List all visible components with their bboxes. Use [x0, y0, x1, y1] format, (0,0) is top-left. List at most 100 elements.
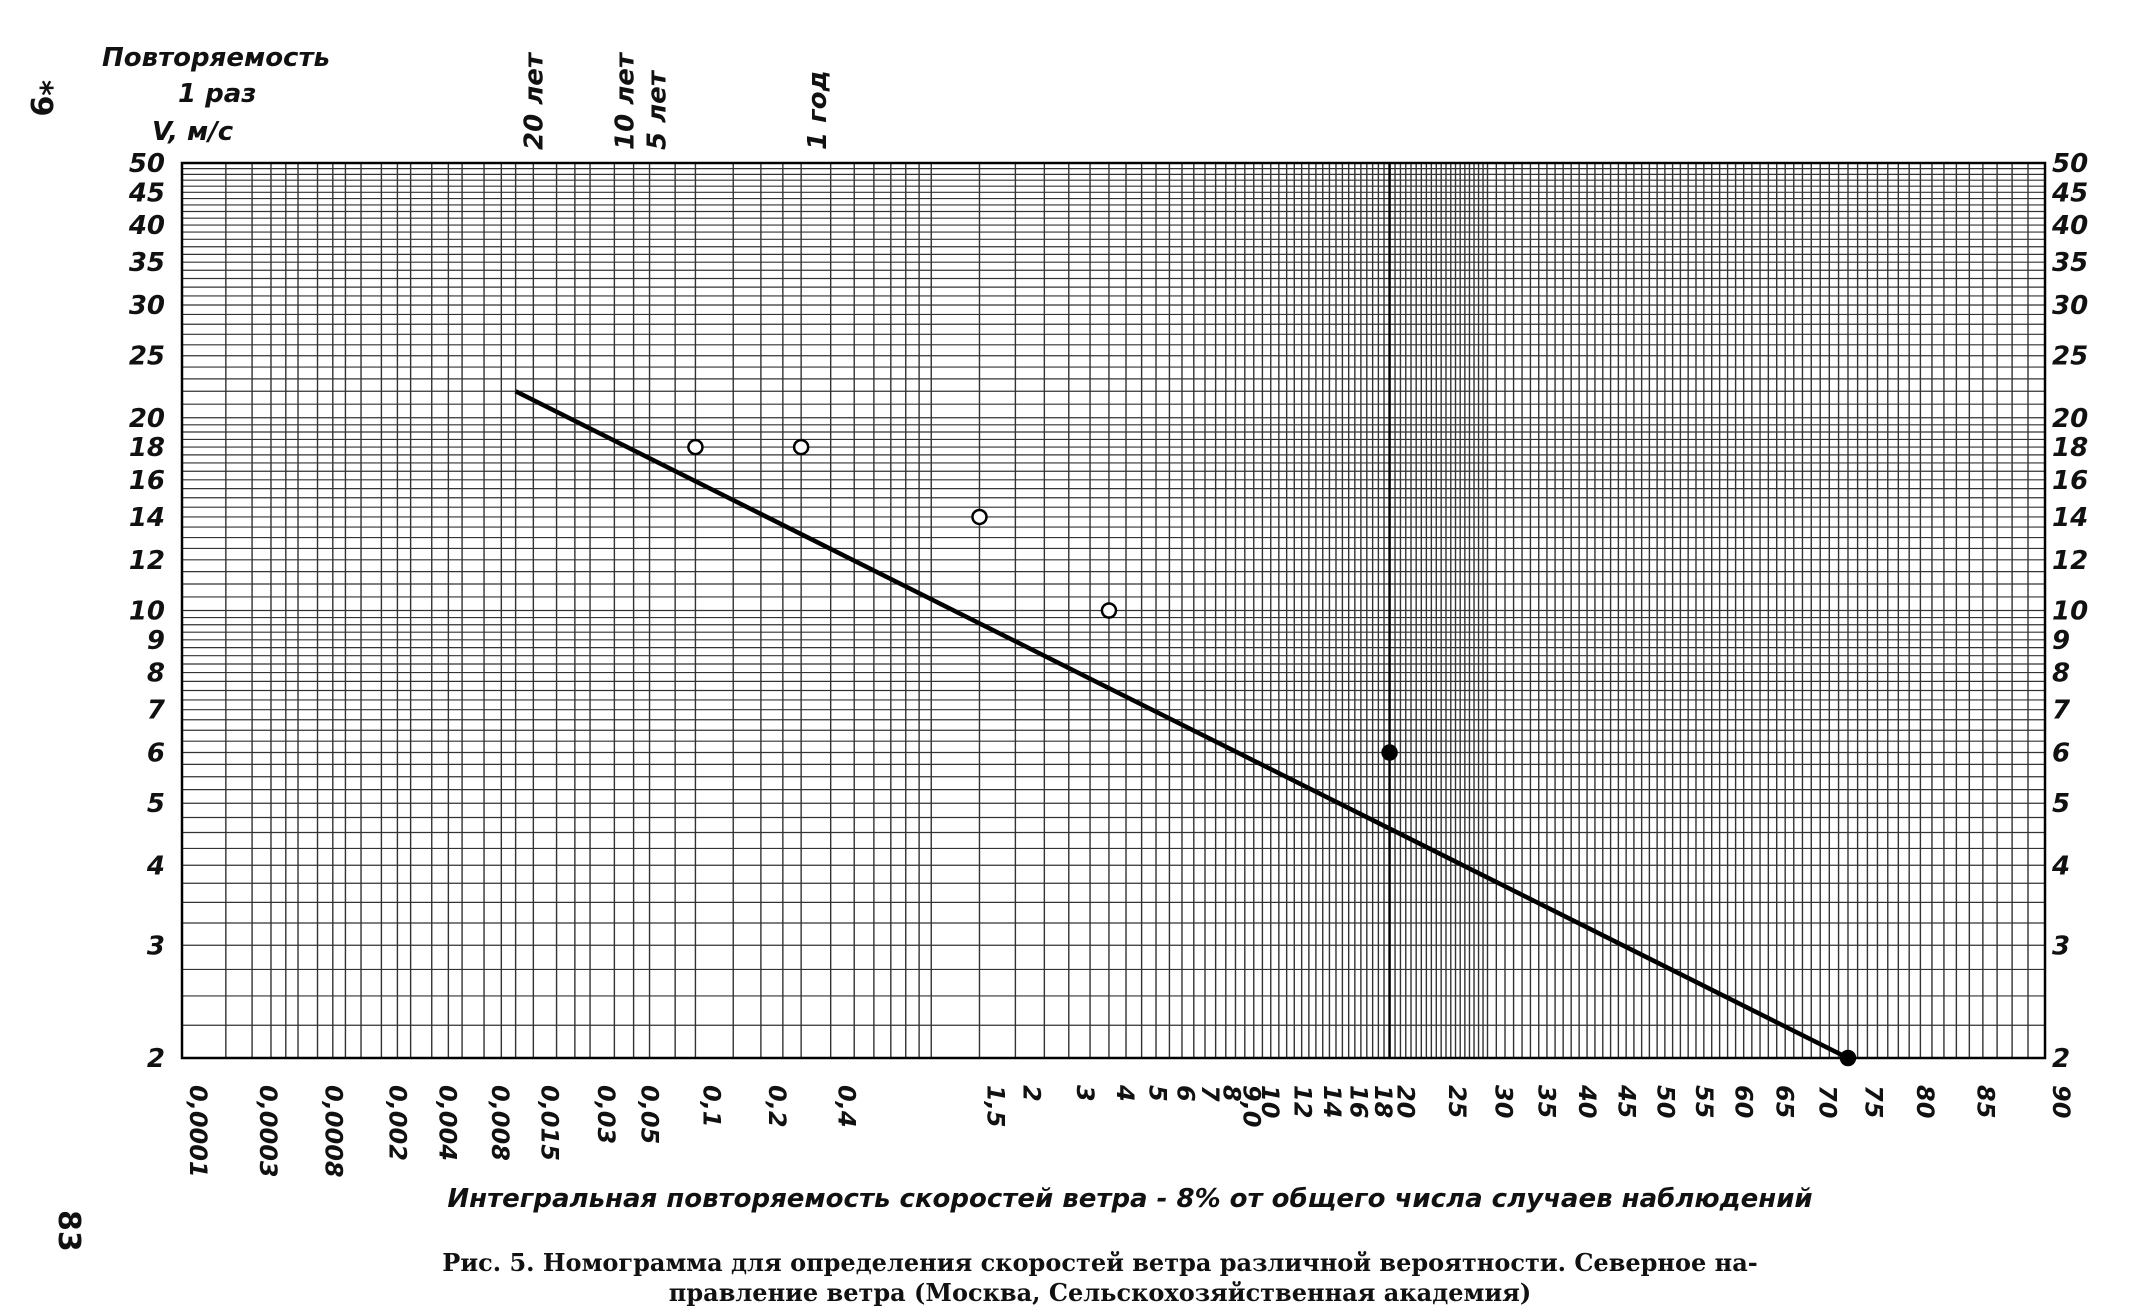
- x-tick-label: 70: [1813, 1085, 1841, 1118]
- y-tick-label-right: 8: [2052, 659, 2070, 689]
- y-tick-label-right: 6: [2052, 739, 2070, 769]
- x-tick-label: 4: [1111, 1084, 1139, 1102]
- return-period-label: 5 лет: [643, 69, 673, 150]
- x-tick-label: 16: [1344, 1085, 1372, 1118]
- x-tick-label: 0,008: [486, 1085, 514, 1161]
- y-tick-label-right: 35: [2052, 248, 2088, 278]
- x-tick-label: 0,0001: [184, 1085, 212, 1178]
- x-tick-label: 2: [1017, 1085, 1045, 1102]
- y-tick-label-right: 45: [2051, 178, 2088, 208]
- y-tick-label-left: 12: [129, 546, 165, 576]
- x-tick-label: 0,0008: [320, 1085, 348, 1178]
- return-period-label: 10 лет: [610, 51, 640, 150]
- y-tick-label-right: 18: [2052, 433, 2088, 463]
- x-tick-label: 10: [1256, 1085, 1284, 1118]
- y-tick-label-left: 20: [129, 404, 165, 434]
- fitted-line: [514, 389, 1849, 1061]
- x-tick-label: 0,015: [535, 1085, 563, 1161]
- x-tick-label: 12: [1289, 1085, 1317, 1118]
- y-axis-title: V, м/с: [152, 117, 234, 147]
- observed-point-open: [792, 438, 810, 456]
- x-tick-label: 0,0003: [254, 1085, 282, 1178]
- y-tick-label-right: 9: [2052, 626, 2070, 656]
- x-tick-label: 90: [2047, 1085, 2075, 1118]
- y-tick-label-left: 4: [146, 851, 165, 881]
- y-tick-label-right: 4: [2051, 851, 2070, 881]
- x-tick-label: 3: [1071, 1085, 1099, 1102]
- x-tick-label: 45: [1613, 1084, 1641, 1118]
- observed-point-filled: [1839, 1049, 1857, 1067]
- y-tick-label-left: 2: [147, 1044, 165, 1074]
- x-tick-label: 0,03: [592, 1085, 620, 1144]
- x-tick-label: 50: [1651, 1085, 1679, 1118]
- y-tick-label-right: 25: [2052, 342, 2088, 372]
- series-layer: [514, 389, 1857, 1067]
- observed-point-open: [1100, 602, 1118, 619]
- x-tick-label: 0,05: [636, 1085, 664, 1144]
- y-tick-label-left: 14: [129, 503, 165, 533]
- return-period-label: 20 лет: [519, 51, 549, 150]
- horizontal-grid: [182, 162, 2045, 1059]
- x-tick-label: 30: [1490, 1085, 1518, 1118]
- x-tick-label: 1,5: [981, 1085, 1009, 1128]
- x-tick-label: 75: [1860, 1085, 1888, 1118]
- y-tick-label-left: 8: [147, 659, 165, 689]
- x-tick-label: 0,002: [383, 1085, 411, 1161]
- return-period-label: 1 год: [803, 70, 833, 150]
- y-tick-label-left: 7: [147, 696, 166, 726]
- x-tick-label: 55: [1690, 1085, 1718, 1118]
- page-number: 83: [51, 1210, 86, 1252]
- caption-line-2: правление ветра (Москва, Сельскохозяйств…: [668, 1278, 1532, 1307]
- y-tick-label-left: 40: [128, 211, 165, 241]
- y-tick-label-left: 35: [129, 248, 165, 278]
- y-tick-label-left: 25: [129, 342, 165, 372]
- x-tick-label: 80: [1911, 1085, 1939, 1118]
- caption-line-1: Рис. 5. Номограмма для определения скоро…: [442, 1248, 1758, 1277]
- x-tick-label: 0,4: [833, 1085, 861, 1128]
- y-tick-label-left: 3: [147, 931, 165, 961]
- x-tick-label: 6: [1171, 1085, 1199, 1102]
- y-tick-label-left: 10: [129, 597, 165, 627]
- plot-border: [180, 161, 2047, 1060]
- x-tick-label: 7: [1196, 1085, 1224, 1102]
- y-tick-label-right: 20: [2052, 404, 2088, 434]
- top-axis-title: Повторяемость: [102, 43, 330, 73]
- x-tick-label: 8: [1218, 1085, 1246, 1102]
- y-tick-label-right: 2: [2052, 1044, 2070, 1074]
- x-tick-label: 40: [1573, 1084, 1601, 1118]
- y-tick-label-right: 40: [2051, 211, 2088, 241]
- x-tick-label: 65: [1770, 1085, 1798, 1118]
- x-tick-label: 14: [1318, 1085, 1346, 1118]
- observed-point-filled: [1381, 744, 1398, 761]
- y-tick-label-left: 45: [128, 178, 165, 208]
- y-tick-label-right: 7: [2052, 696, 2071, 726]
- y-tick-label-left: 9: [147, 626, 165, 656]
- x-tick-label: 18: [1369, 1085, 1397, 1118]
- y-tick-label-left: 30: [129, 291, 165, 321]
- x-tick-label: 60: [1730, 1085, 1758, 1118]
- y-tick-label-left: 50: [129, 149, 165, 179]
- x-tick-label: 20: [1392, 1085, 1420, 1118]
- axis-labels: 2345678910121416182025303540455023456789…: [102, 43, 2088, 1214]
- side-marker: *9: [23, 80, 58, 117]
- y-tick-label-right: 5: [2052, 789, 2070, 819]
- figure-caption: Рис. 5. Номограмма для определения скоро…: [380, 1248, 1820, 1308]
- x-axis-title: Интегральная повторяемость скоростей вет…: [447, 1184, 1812, 1214]
- y-tick-label-left: 18: [129, 433, 165, 463]
- observed-point-open: [687, 438, 704, 456]
- x-tick-label: 0,2: [763, 1085, 791, 1128]
- x-tick-label: 5: [1144, 1085, 1172, 1102]
- x-tick-label: 35: [1532, 1085, 1560, 1118]
- observed-point-open: [971, 508, 988, 526]
- x-tick-label: 0,1: [697, 1085, 725, 1128]
- y-tick-label-right: 30: [2052, 291, 2088, 321]
- y-tick-label-right: 3: [2052, 931, 2070, 961]
- y-tick-label-left: 16: [129, 466, 165, 496]
- y-tick-label-right: 50: [2052, 149, 2088, 179]
- top-axis-subtitle: 1 раз: [178, 79, 256, 109]
- x-tick-label: 0,004: [434, 1085, 462, 1161]
- plot-frame: [180, 161, 2047, 1060]
- y-tick-label-right: 14: [2052, 503, 2088, 533]
